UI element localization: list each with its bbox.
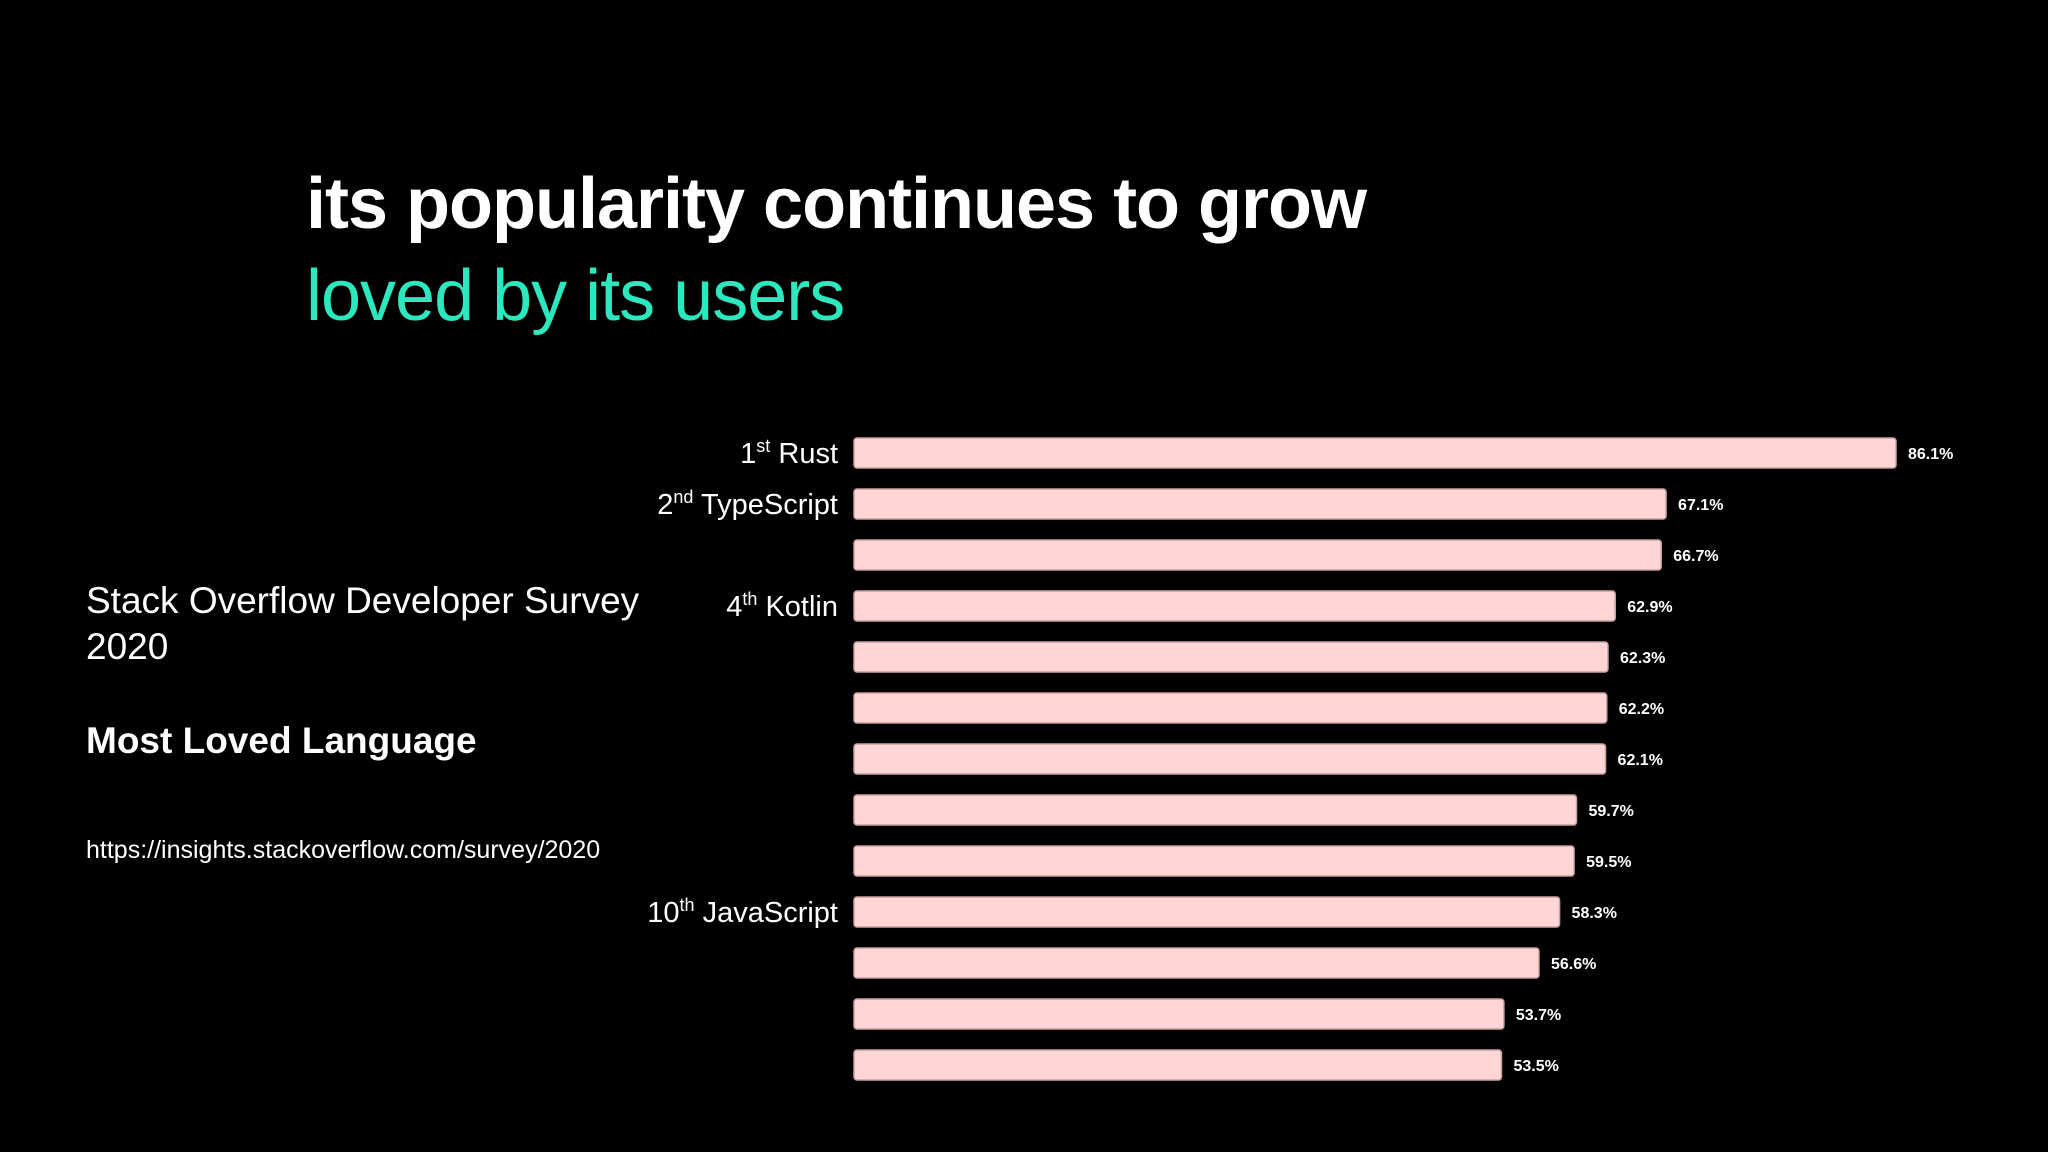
bar-2: [853, 488, 1667, 520]
bar-value-label-10: 58.3%: [1572, 905, 1617, 922]
slide-subtitle: loved by its users: [306, 256, 845, 336]
bar-value-label-12: 53.7%: [1516, 1007, 1561, 1024]
bar-1: [853, 437, 1897, 469]
survey-name: Stack Overflow Developer Survey 2020: [86, 580, 640, 667]
chart-heading: Most Loved Language: [86, 720, 477, 761]
bar-value-label-6: 62.2%: [1619, 701, 1664, 718]
bar-value-label-2: 67.1%: [1678, 497, 1723, 514]
slide-title: its popularity continues to grow: [306, 164, 1367, 244]
category-label-javascript: 10th JavaScript: [647, 895, 838, 929]
bar-4: [853, 590, 1616, 622]
bar-value-label-5: 62.3%: [1620, 650, 1665, 667]
category-label-kotlin: 4th Kotlin: [726, 589, 838, 623]
bar-9: [853, 845, 1575, 877]
bar-12: [853, 998, 1505, 1030]
category-label-rust: 1st Rust: [740, 436, 838, 470]
source-url[interactable]: https://insights.stackoverflow.com/surve…: [86, 836, 601, 864]
bar-value-label-9: 59.5%: [1586, 854, 1631, 871]
bar-3: [853, 539, 1662, 571]
bar-value-label-1: 86.1%: [1908, 446, 1953, 463]
bar-7: [853, 743, 1607, 775]
bar-10: [853, 896, 1561, 928]
side-panel: Stack Overflow Developer Survey 2020 Mos…: [86, 578, 646, 866]
bar-value-label-11: 56.6%: [1551, 956, 1596, 973]
bar-11: [853, 947, 1540, 979]
bar-6: [853, 692, 1608, 724]
bar-13: [853, 1049, 1503, 1081]
bar-value-label-13: 53.5%: [1513, 1058, 1558, 1075]
bar-5: [853, 641, 1609, 673]
category-label-typescript: 2nd TypeScript: [657, 487, 838, 521]
bar-value-label-3: 66.7%: [1673, 548, 1718, 565]
bar-value-label-7: 62.1%: [1618, 752, 1663, 769]
bar-8: [853, 794, 1578, 826]
bar-value-label-8: 59.7%: [1589, 803, 1634, 820]
bar-value-label-4: 62.9%: [1627, 599, 1672, 616]
